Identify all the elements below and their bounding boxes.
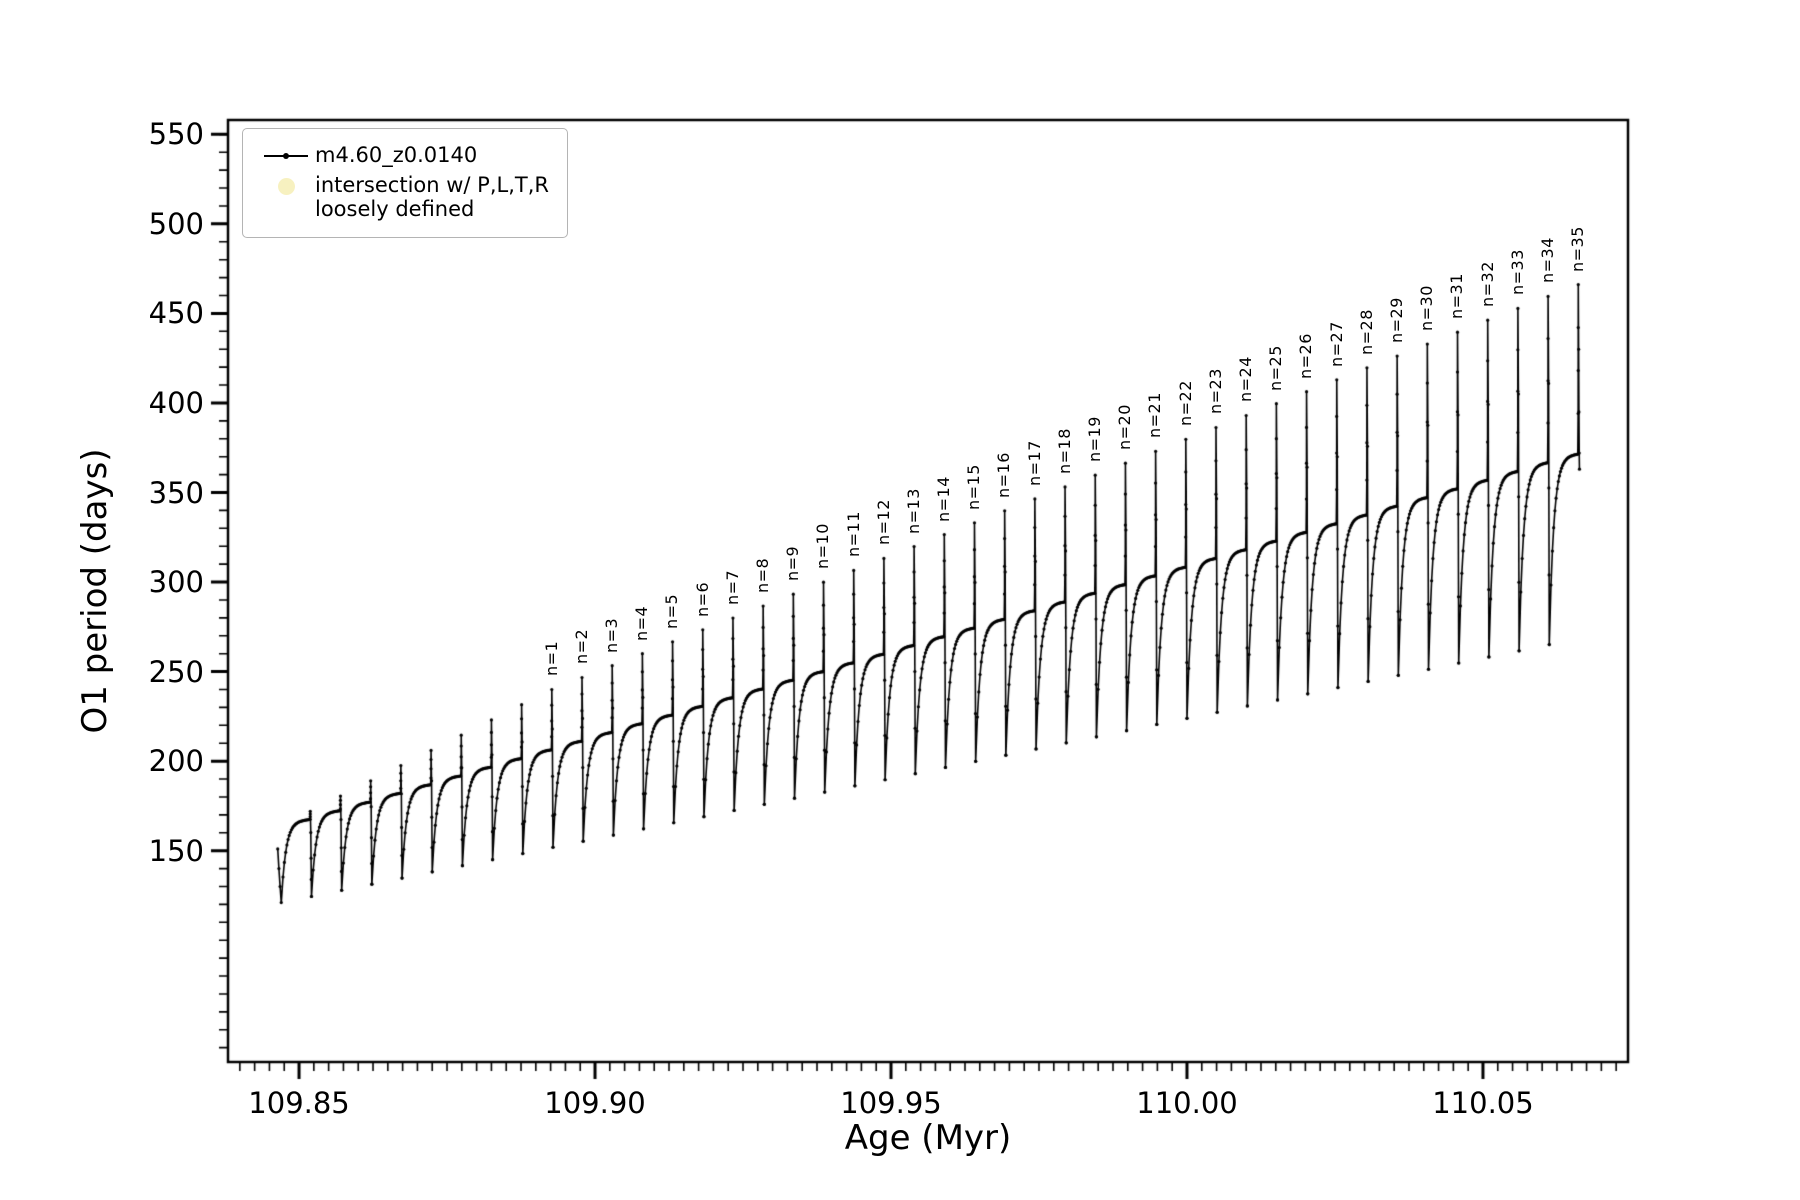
spike-annotation: n=8 [752, 557, 772, 594]
spike-annotation: n=32 [1477, 261, 1497, 308]
spike-annotation: n=3 [602, 617, 621, 653]
y-tick-label: 450 [148, 296, 204, 331]
spike-annotation: n=27 [1326, 320, 1346, 367]
y-axis-label: O1 period (days) [75, 448, 115, 734]
spike-annotation: n=1 [541, 641, 561, 677]
legend-intersection-line1: intersection w/ P,L,T,R [315, 173, 549, 197]
spike-annotation: n=11 [843, 511, 863, 558]
spike-annotation: n=24 [1236, 356, 1255, 403]
y-tick-label: 250 [148, 654, 204, 689]
y-tick-label: 400 [148, 385, 204, 420]
y-tick-label: 300 [148, 565, 204, 600]
spike-annotation: n=13 [903, 487, 923, 534]
x-tick-label: 109.90 [544, 1086, 646, 1120]
spike-annotation: n=30 [1417, 285, 1437, 332]
x-tick-label: 110.05 [1432, 1086, 1534, 1120]
spike-annotation: n=31 [1447, 273, 1467, 320]
spike-annotation: n=4 [632, 605, 652, 641]
spike-annotation: n=10 [813, 523, 833, 570]
spike-annotation: n=22 [1175, 380, 1195, 427]
spike-annotation: n=14 [934, 475, 954, 522]
spike-annotation: n=34 [1537, 237, 1557, 284]
spike-annotation: n=15 [964, 463, 984, 510]
x-tick-label: 109.85 [248, 1086, 350, 1120]
legend: m4.60_z0.0140 intersection w/ P,L,T,R lo… [242, 128, 568, 239]
y-tick-label: 350 [148, 475, 204, 510]
legend-entry-series: m4.60_z0.0140 [257, 143, 549, 169]
legend-series-label: m4.60_z0.0140 [315, 143, 478, 167]
y-tick-label: 200 [148, 744, 204, 779]
spike-annotation: n=5 [662, 593, 682, 629]
spike-annotation: n=19 [1085, 416, 1105, 463]
legend-entry-intersection: intersection w/ P,L,T,R loosely defined [257, 173, 549, 221]
x-axis-label: Age (Myr) [844, 1118, 1012, 1158]
spike-annotation: n=2 [571, 629, 591, 665]
spike-annotation: n=26 [1296, 332, 1316, 379]
spike-annotation: n=35 [1568, 225, 1588, 272]
legend-intersection-label: intersection w/ P,L,T,R loosely defined [315, 173, 549, 221]
spike-annotation: n=25 [1266, 344, 1286, 391]
spike-annotation: n=23 [1205, 368, 1225, 415]
intersection-dot-icon [257, 173, 315, 199]
spike-annotation: n=12 [873, 499, 893, 546]
legend-intersection-line2: loosely defined [315, 197, 475, 222]
line-with-dot-icon [257, 143, 315, 169]
spike-annotation: n=20 [1115, 404, 1135, 451]
spike-annotation: n=7 [722, 569, 742, 606]
spike-annotation: n=28 [1356, 308, 1376, 355]
spike-annotation: n=16 [994, 451, 1014, 498]
x-tick-label: 110.00 [1136, 1086, 1238, 1120]
y-tick-label: 550 [148, 117, 204, 152]
spike-annotation: n=29 [1386, 297, 1406, 344]
spike-annotation: n=18 [1054, 428, 1074, 474]
x-tick-label: 109.95 [840, 1086, 942, 1120]
spike-annotation: n=33 [1507, 249, 1527, 296]
y-tick-label: 150 [148, 833, 204, 868]
y-tick-label: 500 [148, 206, 204, 241]
spike-annotation: n=17 [1024, 440, 1044, 486]
spike-annotation: n=9 [783, 545, 803, 582]
spike-annotation: n=21 [1145, 392, 1165, 439]
spike-annotation: n=6 [692, 581, 712, 617]
